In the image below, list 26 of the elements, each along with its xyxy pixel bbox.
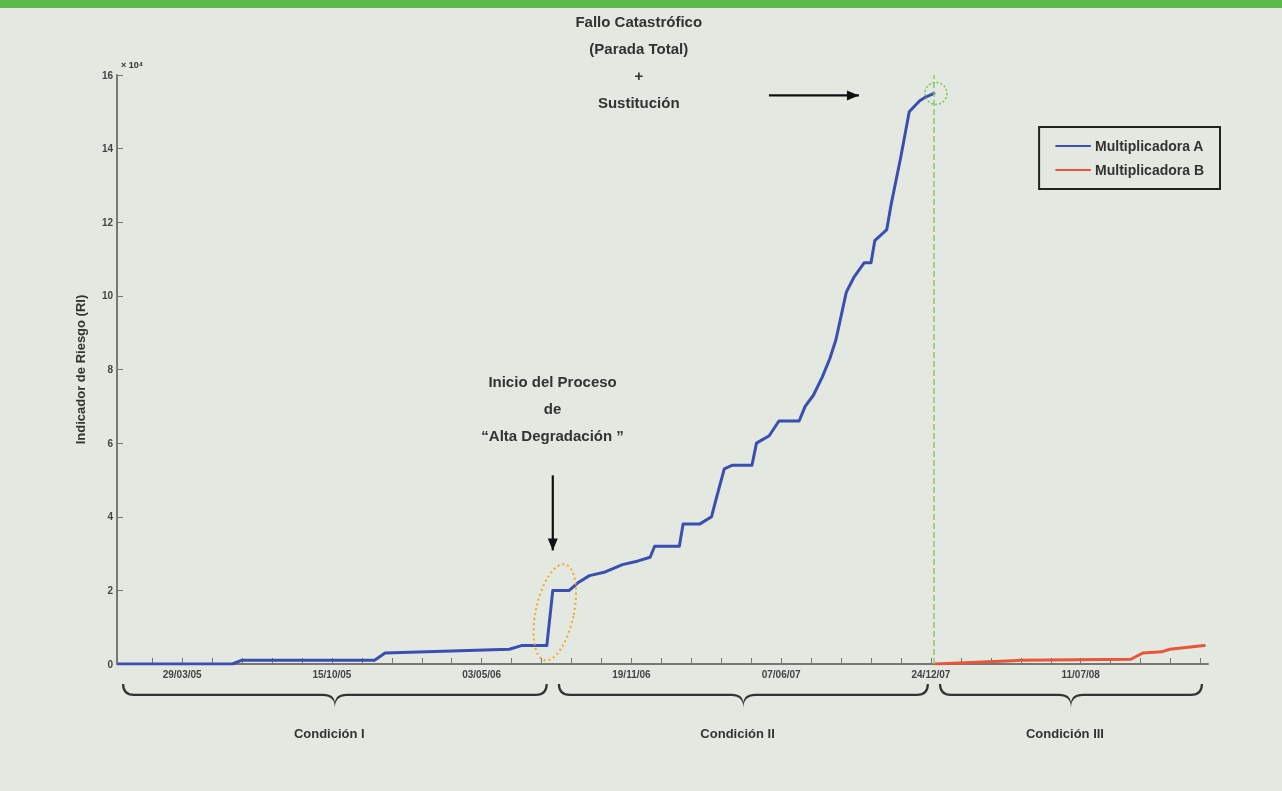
y-tick-label: 16 [101, 69, 114, 81]
x-tick-label: 11/07/08 [1061, 668, 1101, 680]
annotation: Fallo Catastrófico (Parada Total) + Sustitución [575, 12, 703, 114]
y-tick-label: 4 [107, 511, 114, 523]
x-tick-label: 29/03/05 [162, 668, 203, 680]
y-tick-label: 12 [101, 216, 114, 228]
text: Condición II [700, 725, 775, 743]
text: × 10⁴ [121, 59, 144, 71]
y-tick-label: 8 [107, 364, 114, 375]
annotation: Inicio del Proceso de “Alta Degradación ” [481, 372, 624, 447]
text: Condición I [293, 725, 365, 743]
y-tick-label: 2 [107, 584, 114, 596]
x-tick-label: 03/05/06 [462, 668, 502, 680]
x-tick-label: 07/06/07 [761, 668, 802, 680]
y-tick-label: 0 [107, 658, 114, 670]
y-tick-label: 6 [107, 437, 114, 449]
legend-label: Multiplicadora A [1095, 138, 1204, 154]
line-series [933, 644, 1206, 666]
x-tick-label: 15/10/05 [312, 668, 352, 680]
text: Condición III [1025, 725, 1104, 743]
legend-label: Multiplicadora B [1095, 162, 1205, 178]
y-axis-title: Indicador de Riesgo (RI) [73, 294, 88, 445]
y-tick-label: 10 [101, 290, 114, 302]
x-tick-label: 19/11/06 [612, 668, 652, 680]
y-tick-label: 14 [101, 143, 114, 155]
x-tick-label: 24/12/07 [911, 668, 951, 680]
